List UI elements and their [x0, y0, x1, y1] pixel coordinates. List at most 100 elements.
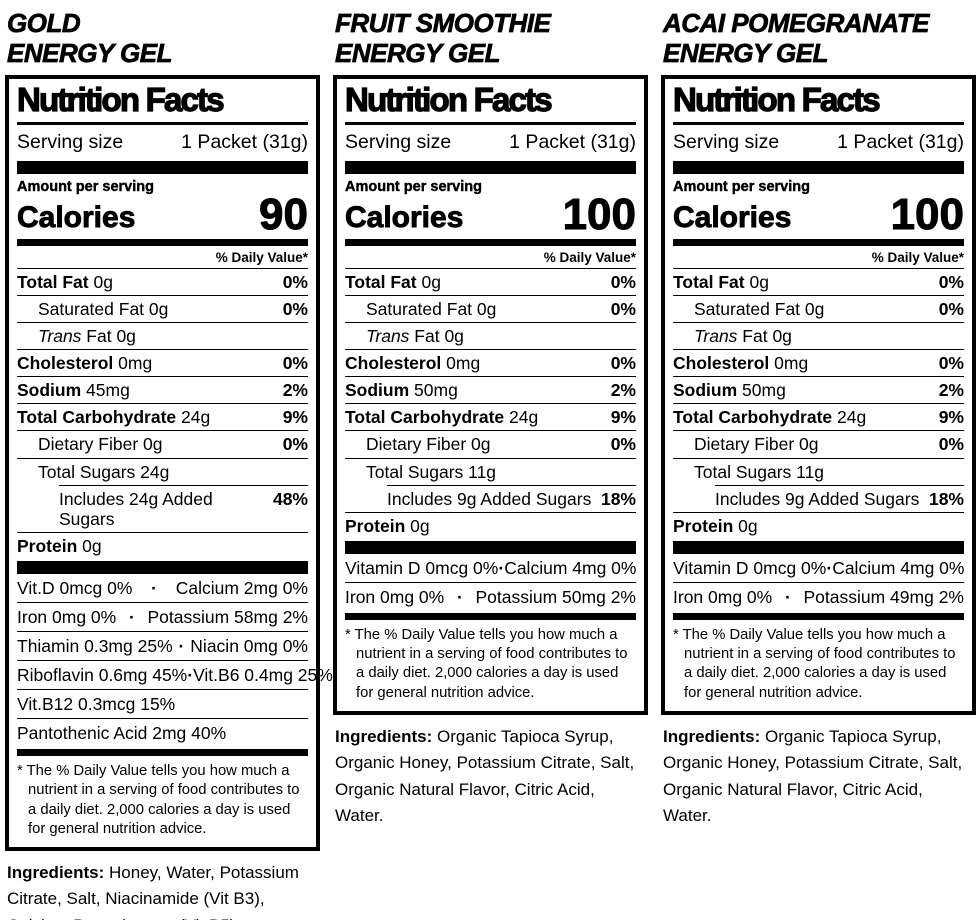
product-title: FRUIT SMOOTHIE ENERGY GEL — [333, 6, 648, 75]
vitamin-left: Thiamin 0.3mg 25% — [17, 636, 173, 657]
nutrient-amount: 50mg — [414, 380, 458, 401]
calories-section: Amount per serving Calories 90 — [17, 174, 309, 237]
nutrient-name: Total Carbohydrate 24g — [345, 407, 539, 428]
nutrient-rows: Total Fat 0g 0% Saturated Fat 0g 0% Trans Fa… — [345, 269, 636, 539]
nutrient-name: Saturated Fat 0g — [366, 298, 497, 319]
vitamin-right: Calcium 2mg 0% — [175, 578, 308, 599]
nutrient-name: Saturated Fat 0g — [694, 298, 825, 319]
divider-bar-footnote — [673, 612, 964, 620]
nutrient-amount: 0mg — [118, 353, 153, 374]
nutrient-row: Total Fat 0g 0% — [345, 269, 636, 295]
nutrient-amount: 24g — [140, 461, 170, 482]
nutrient-amount: 50mg — [742, 380, 786, 401]
vitamin-right: Potassium 58mg 2% — [147, 607, 309, 628]
amount-per-serving-label: Amount per serving — [17, 179, 154, 196]
nutrient-row: Protein 0g — [345, 511, 636, 539]
nutrient-amount: 0g — [476, 298, 497, 319]
nutrient-name: Saturated Fat 0g — [38, 298, 169, 319]
nutrient-daily-value: 0% — [938, 298, 964, 319]
serving-size-row: Serving size 1 Packet (31g) — [17, 125, 308, 161]
vitamin-row: Thiamin 0.3mg 25% · Niacin 0mg 0% — [17, 631, 308, 660]
product-title-line1: ACAI POMEGRANATE — [663, 8, 930, 39]
dot-separator: · — [456, 586, 463, 607]
dot-separator: · — [128, 607, 135, 628]
nutrient-amount: 0g — [93, 271, 113, 292]
nutrient-row: Total Fat 0g 0% — [673, 269, 964, 295]
nutrient-amount: 0g — [738, 515, 758, 536]
dot-separator: · — [498, 557, 505, 578]
serving-size-value: 1 Packet (31g) — [181, 131, 308, 154]
nutrient-row: Total Carbohydrate 24g 9% — [345, 403, 636, 430]
nutrient-daily-value: 0% — [610, 298, 636, 319]
nutrition-facts-label: Nutrition Facts Serving size 1 Packet (3… — [661, 75, 976, 715]
vitamin-rows: Vitamin D 0mcg 0% · Calcium 4mg 0% Iron 0mg… — [673, 554, 964, 611]
nutrient-rows: Total Fat 0g 0% Saturated Fat 0g 0% Trans Fa… — [17, 269, 308, 559]
nutrient-name: Protein 0g — [17, 535, 102, 556]
nutrient-amount: 0g — [421, 271, 441, 292]
nutrient-row: Includes 9g Added Sugars 18% — [715, 484, 964, 512]
nutrient-daily-value: 2% — [610, 380, 636, 401]
nutrient-name: Dietary Fiber 0g — [366, 434, 491, 455]
ingredients-label: Ingredients: — [663, 726, 761, 746]
calories-value: 100 — [562, 190, 636, 240]
product-title: ACAI POMEGRANATE ENERGY GEL — [661, 6, 976, 75]
nutrient-name: Trans Fat 0g — [366, 325, 464, 346]
divider-bar-thick — [345, 161, 636, 175]
nutrient-name: Dietary Fiber 0g — [694, 434, 819, 455]
vitamin-row: Vitamin D 0mcg 0% · Calcium 4mg 0% — [345, 554, 636, 582]
product-panel: GOLD ENERGY GEL Nutrition Facts Serving … — [5, 6, 333, 920]
nutrient-amount: 24g — [509, 407, 539, 428]
vitamin-row: Riboflavin 0.6mg 45% · Vit.B6 0.4mg 25% — [17, 660, 333, 689]
nutrient-row: Sodium 45mg 2% — [17, 376, 308, 403]
nutrient-name: Total Sugars 24g — [38, 461, 170, 482]
nutrient-amount: 0g — [444, 325, 464, 346]
nutrition-facts-title: Nutrition Facts — [344, 81, 636, 126]
nutrient-row: Total Sugars 11g — [673, 457, 964, 485]
nutrient-amount: 0g — [804, 298, 825, 319]
nutrient-daily-value: 0% — [282, 271, 308, 292]
nutrient-row: Trans Fat 0g — [673, 321, 964, 349]
calories-row: Calories 90 — [17, 192, 309, 237]
calories-label: Calories — [673, 201, 792, 235]
product-panel: ACAI POMEGRANATE ENERGY GEL Nutrition Fa… — [661, 6, 976, 829]
divider-bar-footnote — [345, 612, 636, 620]
nutrient-name: Total Carbohydrate 24g — [17, 407, 211, 428]
nutrient-name: Cholesterol 0mg — [673, 353, 809, 374]
divider-bar-vitamins — [17, 561, 308, 575]
daily-value-footnote: * The % Daily Value tells you how much a… — [673, 626, 956, 701]
nutrient-name: Sodium 50mg — [673, 380, 786, 401]
vitamin-left: Pantothenic Acid 2mg 40% — [17, 723, 227, 744]
nutrient-daily-value: 0% — [610, 271, 636, 292]
nutrient-amount: 45mg — [86, 380, 130, 401]
nutrient-daily-value: 0% — [282, 298, 308, 319]
product-panel: FRUIT SMOOTHIE ENERGY GEL Nutrition Fact… — [333, 6, 648, 829]
product-title: GOLD ENERGY GEL — [5, 6, 320, 75]
nutrient-name: Total Carbohydrate 24g — [673, 407, 867, 428]
nutrient-row: Trans Fat 0g — [17, 321, 308, 349]
divider-bar-calories — [17, 238, 308, 246]
vitamin-right: Vit.B6 0.4mg 25% — [193, 665, 333, 686]
vitamin-right: Niacin 0mg 0% — [190, 636, 308, 657]
nutrient-row: Saturated Fat 0g 0% — [673, 294, 964, 322]
nutrient-daily-value: 0% — [938, 353, 964, 374]
nutrient-daily-value: 9% — [938, 407, 964, 428]
calories-row: Calories 100 — [345, 190, 637, 240]
dot-separator: · — [178, 636, 185, 657]
daily-value-header: % Daily Value* — [673, 246, 964, 269]
ingredients-label: Ingredients: — [7, 862, 105, 882]
nutrient-name: Total Fat 0g — [673, 271, 769, 292]
divider-bar-calories — [345, 238, 636, 246]
nutrient-daily-value: 0% — [282, 353, 308, 374]
nutrient-name: Trans Fat 0g — [38, 325, 136, 346]
vitamin-row: Vitamin D 0mcg 0% · Calcium 4mg 0% — [673, 554, 964, 582]
nutrient-name: Trans Fat 0g — [694, 325, 792, 346]
vitamin-left: Vitamin D 0mcg 0% — [345, 557, 499, 578]
nutrient-amount: 0g — [749, 271, 769, 292]
calories-label: Calories — [345, 201, 464, 235]
vitamin-row: Iron 0mg 0% · Potassium 58mg 2% — [17, 602, 308, 631]
nutrient-amount: 11g — [468, 461, 497, 482]
divider-bar-calories — [673, 238, 964, 246]
nutrient-row: Total Sugars 11g — [345, 457, 636, 485]
calories-value: 100 — [890, 190, 964, 240]
nutrient-name: Includes 9g Added Sugars — [387, 488, 592, 509]
